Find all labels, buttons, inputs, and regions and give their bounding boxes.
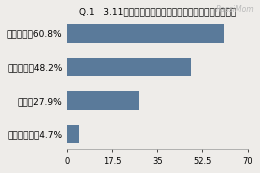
Title: Q.1   3.11の震災直後、何に困りましたか？【複数回答】: Q.1 3.11の震災直後、何に困りましたか？【複数回答】 (79, 7, 236, 16)
Bar (67, 91, 139, 110)
Bar (67, 24, 224, 43)
Text: RassiMom: RassiMom (216, 5, 255, 14)
Bar (67, 58, 191, 76)
Bar (67, 125, 79, 143)
